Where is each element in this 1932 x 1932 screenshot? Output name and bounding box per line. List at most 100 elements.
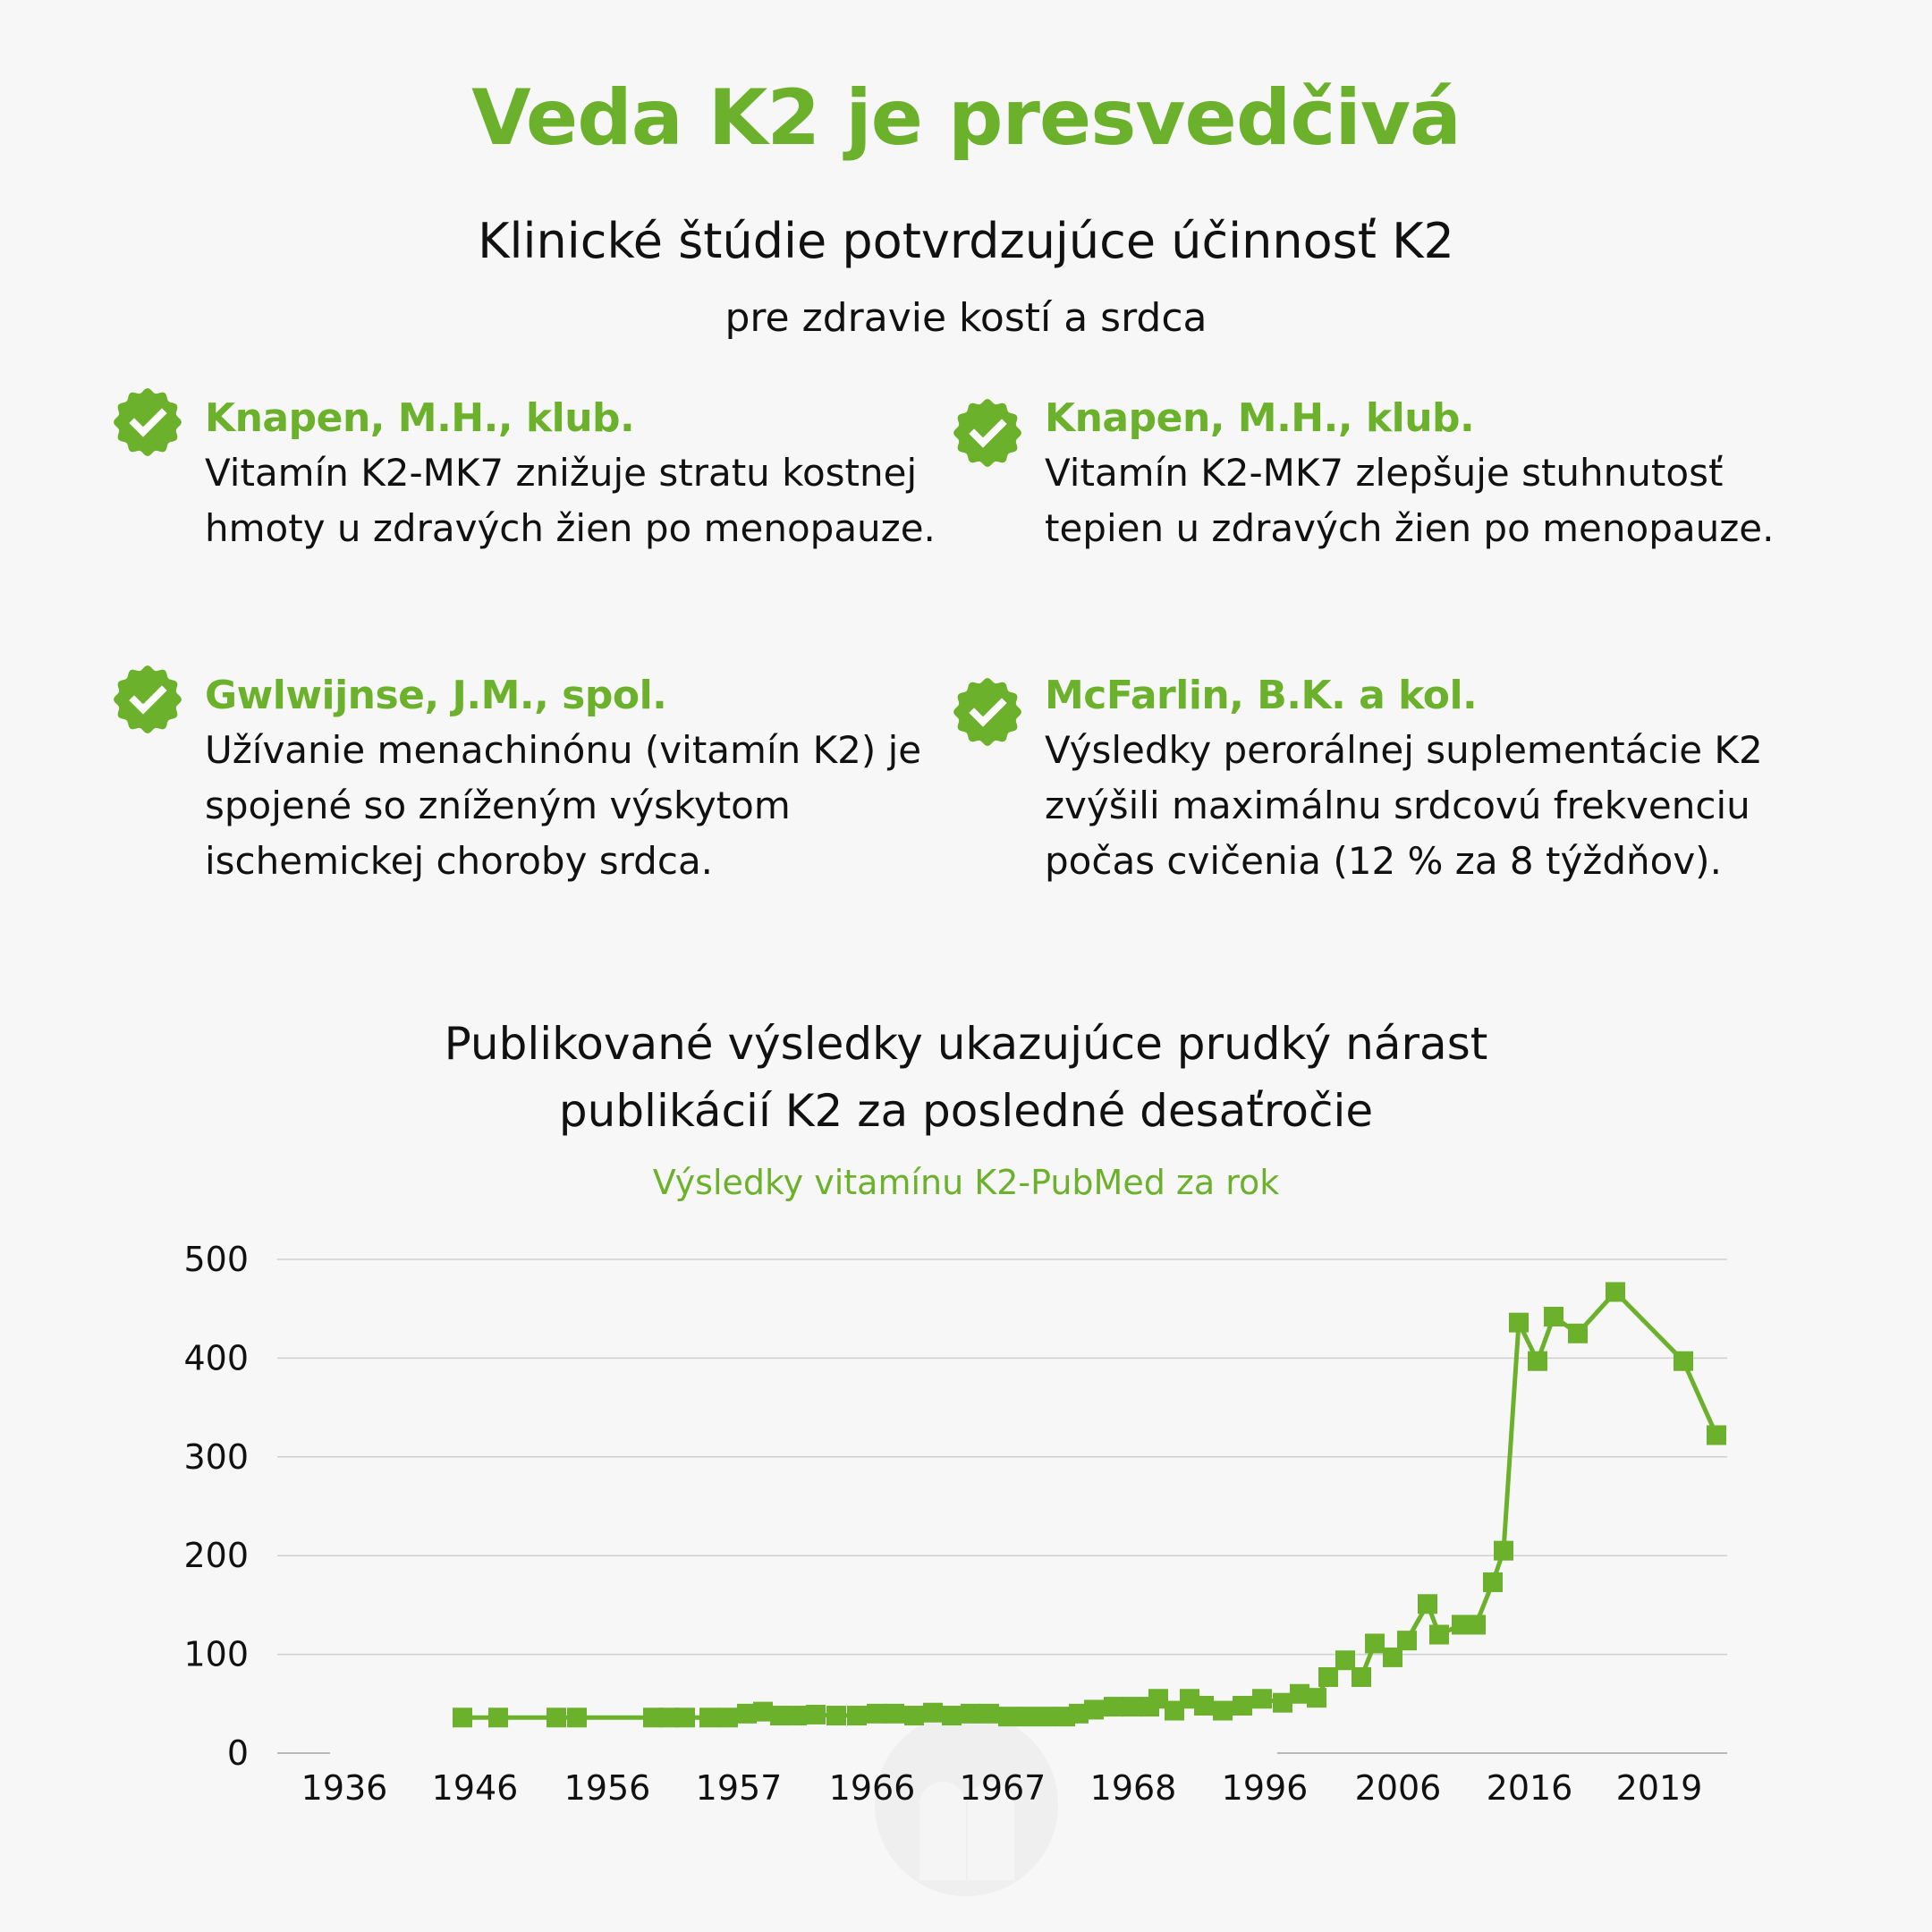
data-point-marker [1466, 1614, 1486, 1635]
study-author: Knapen, M.H., klub. [205, 395, 635, 441]
data-point-marker [961, 1703, 980, 1724]
check-badge-icon [114, 665, 182, 733]
study-author: McFarlin, B.K. a kol. [1045, 673, 1478, 718]
data-point-marker [787, 1706, 807, 1726]
svg-text:1957: 1957 [696, 1768, 783, 1808]
chart-title-line2: publikácií K2 za posledné desaťročie [558, 1085, 1374, 1137]
data-point-marker [1252, 1689, 1272, 1709]
svg-text:300: 300 [183, 1437, 249, 1477]
study-author: Knapen, M.H., klub. [1045, 395, 1475, 441]
data-point-marker [453, 1707, 472, 1728]
data-point-marker [1335, 1650, 1355, 1671]
data-point-marker [1568, 1323, 1588, 1343]
page-title: Veda K2 je presvedčivá [471, 73, 1462, 163]
data-point-marker [737, 1703, 757, 1724]
check-badge-icon [953, 678, 1021, 746]
data-point-marker [1307, 1688, 1326, 1708]
data-point-marker [1418, 1594, 1437, 1614]
data-point-marker [547, 1707, 566, 1728]
svg-text:400: 400 [183, 1338, 249, 1377]
page-subtitle-secondary: pre zdravie kostí a srdca [724, 295, 1208, 341]
check-badge-icon [114, 388, 182, 456]
data-point-marker [643, 1707, 663, 1728]
data-point-marker [1165, 1700, 1184, 1721]
data-point-marker [699, 1707, 719, 1728]
data-point-marker [1148, 1689, 1168, 1709]
data-point-marker [1352, 1666, 1371, 1687]
svg-text:500: 500 [183, 1240, 249, 1279]
svg-text:1996: 1996 [1222, 1768, 1309, 1808]
data-point-marker [659, 1707, 679, 1728]
x-axis-labels: 1936 1946 1956 1957 1966 1967 1968 1996 2006 2016… [301, 1768, 1703, 1808]
data-point-marker [1528, 1351, 1547, 1371]
data-point-marker [675, 1707, 695, 1728]
data-point-marker [1365, 1633, 1385, 1654]
page-subtitle: Klinické štúdie potvrdzujúce účinnosť K2 [478, 213, 1454, 269]
study-description: Vitamín K2-MK7 znižuje stratu kostnej hm… [205, 451, 936, 550]
data-point-marker [1290, 1683, 1309, 1704]
data-series [453, 1282, 1726, 1728]
data-point-marker [753, 1701, 773, 1722]
study-author: Gwlwijnse, J.M., spol. [205, 673, 667, 718]
data-point-marker [1397, 1631, 1417, 1651]
data-point-marker [718, 1707, 738, 1728]
svg-text:1966: 1966 [829, 1768, 916, 1808]
data-point-marker [904, 1706, 924, 1726]
data-point-marker [1429, 1624, 1449, 1645]
check-badge-icon [953, 399, 1021, 467]
data-point-marker [1606, 1282, 1625, 1302]
svg-text:2019: 2019 [1616, 1768, 1703, 1808]
data-point-marker [847, 1706, 867, 1726]
data-point-marker [1213, 1700, 1233, 1721]
data-point-marker [1273, 1692, 1292, 1713]
watermark-logo [875, 1713, 1058, 1896]
data-point-marker [1017, 1707, 1037, 1727]
chart-gridlines [277, 1258, 1727, 1754]
svg-text:1968: 1968 [1090, 1768, 1177, 1808]
data-point-marker [1069, 1703, 1089, 1724]
data-point-marker [806, 1704, 826, 1724]
data-point-marker [1037, 1707, 1056, 1727]
data-point-marker [1509, 1312, 1529, 1333]
data-point-marker [867, 1703, 886, 1724]
data-point-marker [826, 1706, 846, 1726]
data-point-marker [1233, 1696, 1252, 1716]
data-point-marker [885, 1703, 904, 1724]
data-point-marker [1104, 1697, 1123, 1717]
data-point-marker [567, 1707, 587, 1728]
data-point-marker [1084, 1699, 1104, 1720]
chart-subtitle: Výsledky vitamínu K2-PubMed za rok [652, 1163, 1280, 1202]
svg-text:0: 0 [227, 1733, 249, 1773]
data-point-marker [1483, 1572, 1503, 1593]
watermark-arch [968, 1782, 1014, 1880]
data-point-marker [1318, 1666, 1338, 1687]
data-point-marker [1122, 1697, 1141, 1717]
data-point-marker [1383, 1647, 1402, 1667]
chart-section-title: Publikované výsledky ukazujúce prudký ná… [0, 1011, 1932, 1145]
watermark-arch [919, 1782, 966, 1880]
svg-text:1936: 1936 [301, 1768, 388, 1808]
data-point-marker [998, 1707, 1018, 1727]
svg-text:1967: 1967 [960, 1768, 1046, 1808]
study-description: Užívanie menachinónu (vitamín K2) je spo… [205, 728, 922, 883]
y-axis-labels: 0 100 200 300 400 500 [183, 1240, 249, 1773]
study-description: Vitamín K2-MK7 zlepšuje stuhnutosť tepie… [1045, 451, 1775, 550]
data-point-marker [1544, 1307, 1563, 1327]
data-point-marker [1707, 1425, 1726, 1445]
chart-title-line1: Publikované výsledky ukazujúce prudký ná… [444, 1018, 1488, 1070]
svg-text:200: 200 [183, 1536, 249, 1575]
svg-text:2016: 2016 [1487, 1768, 1573, 1808]
data-point-marker [979, 1703, 999, 1724]
data-point-marker [923, 1702, 943, 1723]
svg-text:1956: 1956 [564, 1768, 651, 1808]
study-description: Výsledky perorálnej suplementácie K2 zvý… [1045, 728, 1763, 883]
svg-text:2006: 2006 [1355, 1768, 1442, 1808]
data-point-marker [1674, 1351, 1693, 1371]
data-point-marker [1494, 1540, 1513, 1561]
svg-text:100: 100 [183, 1635, 249, 1674]
data-point-marker [488, 1707, 508, 1728]
data-point-marker [942, 1706, 962, 1726]
data-point-marker [770, 1706, 790, 1726]
svg-text:1946: 1946 [432, 1768, 519, 1808]
